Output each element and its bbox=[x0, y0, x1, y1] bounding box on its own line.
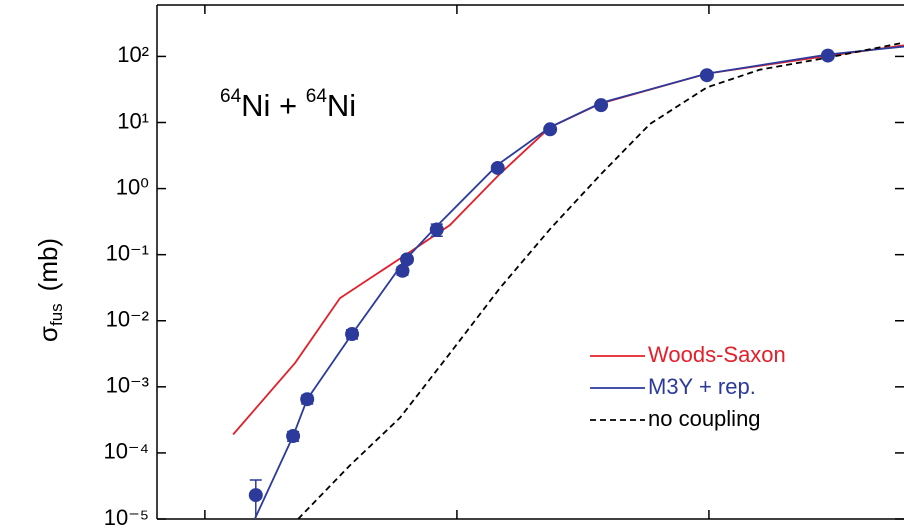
annotation-element: Ni bbox=[327, 88, 356, 123]
y-tick-label: 10⁻⁴ bbox=[103, 439, 149, 464]
plot-area bbox=[232, 41, 904, 519]
y-tick-label: 10⁻¹ bbox=[106, 240, 149, 265]
y-tick-label: 10¹ bbox=[117, 108, 149, 133]
error-bar bbox=[249, 479, 262, 519]
legend-label: Woods-Saxon bbox=[648, 342, 786, 367]
legend-label: no coupling bbox=[648, 406, 761, 431]
legend-label: M3Y + rep. bbox=[648, 374, 756, 399]
y-label-subscript: fus bbox=[47, 303, 66, 326]
data-point bbox=[248, 488, 263, 503]
data-point bbox=[699, 68, 714, 83]
annotation-element: Ni + bbox=[241, 88, 306, 123]
data-point bbox=[300, 392, 315, 407]
data-point bbox=[490, 160, 505, 175]
y-tick-label: 10² bbox=[117, 42, 149, 67]
data-point bbox=[543, 122, 558, 137]
y-tick-label: 10⁻² bbox=[106, 307, 149, 332]
annotation-mass: 64 bbox=[306, 86, 328, 107]
y-tick-label: 10⁻⁵ bbox=[104, 505, 149, 530]
y-tick-label: 10⁻³ bbox=[106, 373, 149, 398]
y-tick-label: 10⁰ bbox=[116, 174, 149, 199]
annotation: 64Ni + 64Ni bbox=[220, 86, 356, 123]
y-label-symbol: σ bbox=[33, 326, 63, 342]
series-line bbox=[297, 41, 904, 519]
data-point bbox=[820, 48, 835, 63]
data-point bbox=[286, 429, 301, 444]
y-label-unit: (mb) bbox=[33, 238, 63, 291]
data-point bbox=[345, 327, 360, 342]
data-point bbox=[395, 263, 410, 278]
data-point bbox=[429, 222, 444, 237]
data-point bbox=[594, 98, 609, 113]
data-point bbox=[400, 252, 415, 267]
y-axis-label: σfus (mb) bbox=[33, 238, 67, 342]
annotation-mass: 64 bbox=[220, 86, 242, 107]
